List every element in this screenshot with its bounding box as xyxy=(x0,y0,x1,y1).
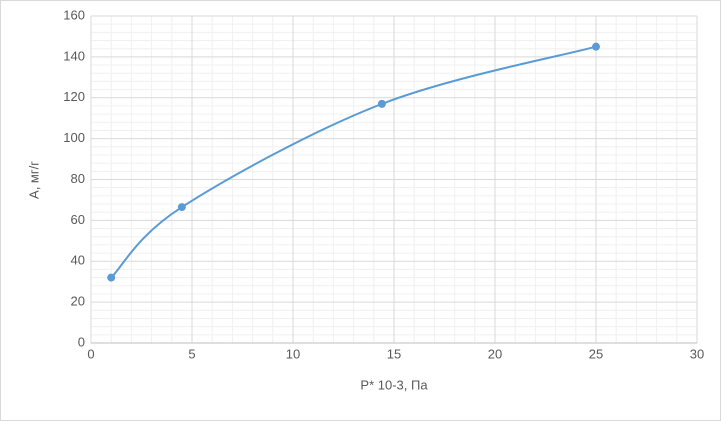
point xyxy=(177,203,186,212)
x-tick-label: 30 xyxy=(690,346,704,361)
point xyxy=(592,42,600,51)
y-axis-title: A, мг/г xyxy=(26,161,41,199)
x-axis-title: P* 10-3, Па xyxy=(360,377,428,392)
series-line xyxy=(110,45,597,279)
y-tick-label: 80 xyxy=(71,171,85,186)
y-tick-label: 40 xyxy=(71,253,85,268)
x-tick-label: 25 xyxy=(589,346,603,361)
x-tick-label: 5 xyxy=(188,346,195,361)
y-tick-label: 20 xyxy=(71,294,85,309)
y-tick-label: 140 xyxy=(63,48,85,63)
y-tick-label: 120 xyxy=(63,89,85,104)
y-tick-label: 60 xyxy=(71,212,85,227)
x-tick-label: 20 xyxy=(488,346,502,361)
y-tick-label: 160 xyxy=(63,7,85,22)
y-tick-label: 100 xyxy=(63,130,85,145)
x-tick-label: 15 xyxy=(387,346,401,361)
point xyxy=(107,273,116,282)
point xyxy=(377,99,386,108)
y-tick-label: 0 xyxy=(78,334,85,349)
x-tick-label: 0 xyxy=(87,346,94,361)
x-tick-label: 10 xyxy=(286,346,300,361)
